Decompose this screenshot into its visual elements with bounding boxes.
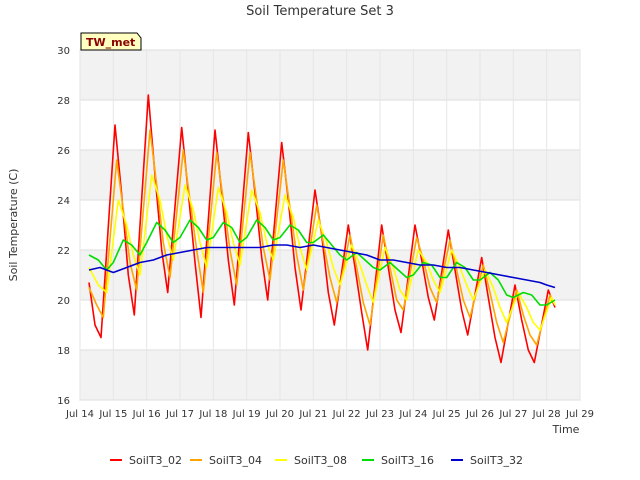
- series-line-SoilT3_32: [88, 244, 556, 289]
- x-tick-label: Jul 24: [398, 409, 427, 420]
- y-tick-label: 22: [57, 246, 70, 257]
- y-tick-label: 24: [57, 196, 70, 207]
- plot-band: [80, 50, 580, 100]
- y-tick-label: 30: [57, 46, 70, 57]
- y-tick-label: 26: [57, 146, 70, 157]
- legend: SoilT3_02 SoilT3_04 SoilT3_08 SoilT3_16 Soil…: [110, 454, 523, 467]
- plot-background-bands: [80, 50, 580, 400]
- legend-label-SoilT3_08: SoilT3_08: [294, 454, 347, 467]
- x-axis-label: Time: [552, 423, 580, 436]
- plot-band: [80, 350, 580, 400]
- x-tick-label: Jul 23: [365, 409, 394, 420]
- y-tick-label: 28: [57, 96, 70, 107]
- x-tick-label: Jul 29: [565, 409, 594, 420]
- x-tick-label: Jul 26: [465, 409, 494, 420]
- y-axis-ticks: 16 18 20 22 24 26 28 30: [57, 46, 70, 407]
- series-layer: [88, 94, 556, 364]
- y-tick-label: 18: [57, 346, 70, 357]
- x-tick-label: Jul 21: [298, 409, 327, 420]
- chart-title: Soil Temperature Set 3: [246, 4, 394, 19]
- site-badge-box: [80, 32, 142, 51]
- series-line-SoilT3_16: [88, 219, 556, 306]
- series-line-SoilT3_04: [88, 129, 556, 346]
- x-tick-label: Jul 25: [432, 409, 461, 420]
- x-tick-label: Jul 27: [498, 409, 527, 420]
- plot-band: [80, 150, 580, 200]
- x-tick-label: Jul 14: [65, 409, 94, 420]
- x-tick-label: Jul 17: [165, 409, 194, 420]
- x-axis-ticks: Jul 14 Jul 15 Jul 16 Jul 17 Jul 18 Jul 19 Jul …: [65, 409, 594, 420]
- site-badge: TW_met: [80, 32, 142, 51]
- legend-label-SoilT3_02: SoilT3_02: [129, 454, 182, 467]
- x-tick-label: Jul 18: [198, 409, 227, 420]
- legend-label-SoilT3_32: SoilT3_32: [470, 454, 523, 467]
- x-tick-label: Jul 22: [332, 409, 361, 420]
- y-axis-label: Soil Temperature (C): [7, 169, 20, 282]
- x-tick-label: Jul 15: [98, 409, 127, 420]
- legend-label-SoilT3_04: SoilT3_04: [209, 454, 262, 467]
- y-tick-label: 16: [57, 396, 70, 407]
- y-tick-label: 20: [57, 296, 70, 307]
- x-tick-label: Jul 28: [532, 409, 561, 420]
- plot-band: [80, 100, 580, 150]
- x-tick-label: Jul 20: [265, 409, 294, 420]
- x-tick-label: Jul 19: [232, 409, 261, 420]
- legend-label-SoilT3_16: SoilT3_16: [381, 454, 434, 467]
- x-tick-label: Jul 16: [132, 409, 161, 420]
- site-badge-label: TW_met: [86, 36, 135, 49]
